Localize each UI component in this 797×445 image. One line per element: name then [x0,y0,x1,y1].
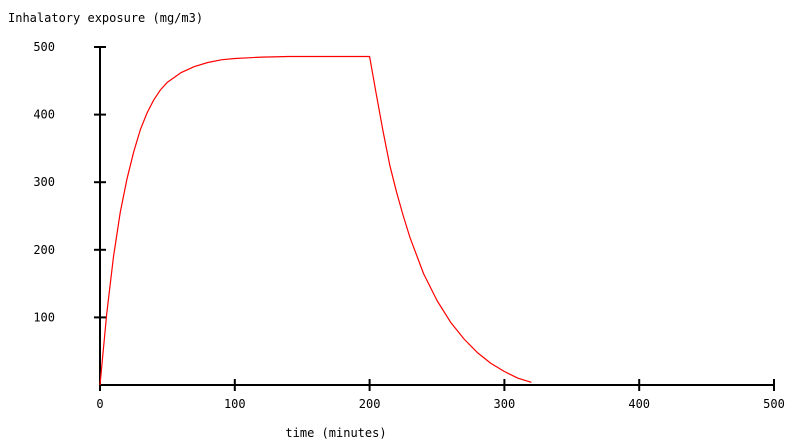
series-group [99,55,532,386]
y-tick-label: 100 [33,310,55,324]
x-tick-label: 0 [96,397,103,411]
y-axis-label: Inhalatory exposure (mg/m3) [8,11,203,25]
y-tick-label: 300 [33,175,55,189]
y-tick-label: 500 [33,40,55,54]
x-tick-label: 300 [494,397,516,411]
x-tick-label: 100 [224,397,246,411]
y-axis-ticks: 100 200 300 400 500 [33,40,106,324]
x-tick-label: 500 [763,397,785,411]
x-axis-ticks: 0 100 200 300 400 500 [96,379,785,411]
y-tick-label: 200 [33,243,55,257]
x-tick-label: 200 [359,397,381,411]
x-tick-label: 400 [628,397,650,411]
y-tick-label: 400 [33,108,55,122]
series-line [99,55,532,386]
x-axis-label: time (minutes) [285,426,386,440]
